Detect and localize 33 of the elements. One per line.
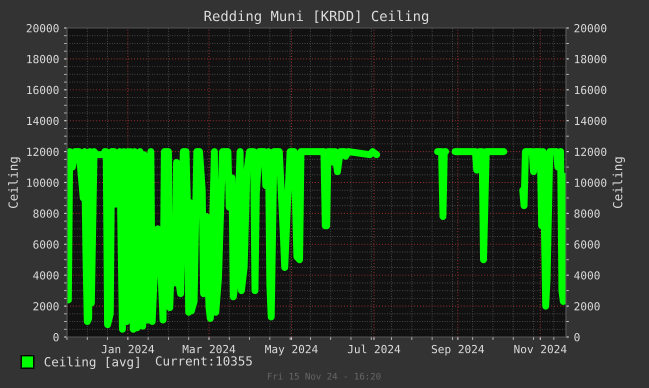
y-tick-label: 6000	[33, 240, 59, 249]
x-tick-label: Nov 2024	[514, 344, 567, 354]
y-tick-label: 0	[53, 333, 59, 342]
y2-tick-label: 8000	[574, 209, 600, 218]
y2-tick-label: 12000	[574, 148, 606, 156]
y2-tick-label: 14000	[574, 116, 606, 126]
chart-title: Redding Muni [KRDD] Ceiling	[204, 10, 428, 24]
y2-tick-label: 10000	[574, 178, 606, 187]
y-tick-label: 12000	[27, 148, 59, 156]
y2-tick-label: 0	[574, 333, 580, 342]
y-tick-label: 8000	[33, 209, 59, 218]
y-tick-label: 18000	[27, 54, 59, 64]
y-tick-label: 2000	[33, 302, 59, 311]
y2-tick-label: 18000	[574, 54, 606, 64]
legend-label: Ceiling [avg]	[44, 356, 139, 369]
y2-tick-label: 6000	[574, 240, 600, 249]
x-tick-label: May 2024	[265, 344, 318, 356]
y-tick-label: 10000	[27, 178, 59, 187]
x-tick-label: Sep 2024	[432, 344, 484, 356]
x-tick-label: Jul 2024	[348, 344, 400, 354]
x-tick-label: Jan 2024	[102, 344, 154, 354]
y-axis-title: Ceiling	[8, 157, 20, 208]
x-tick-label: Mar 2024	[182, 344, 236, 354]
y-tick-label: 4000	[33, 271, 59, 280]
y2-tick-label: 20000	[574, 24, 606, 32]
y2-tick-label: 2000	[574, 302, 600, 311]
y-tick-label: 14000	[27, 116, 59, 126]
y2-tick-label: 4000	[574, 271, 600, 280]
y-tick-label: 20000	[26, 24, 59, 32]
text: Current:10355	[156, 356, 252, 366]
y2-axis-title: Ceiling	[612, 157, 625, 208]
y2-tick-label: 16000	[574, 86, 606, 94]
y-tick-label: 16000	[27, 86, 59, 94]
